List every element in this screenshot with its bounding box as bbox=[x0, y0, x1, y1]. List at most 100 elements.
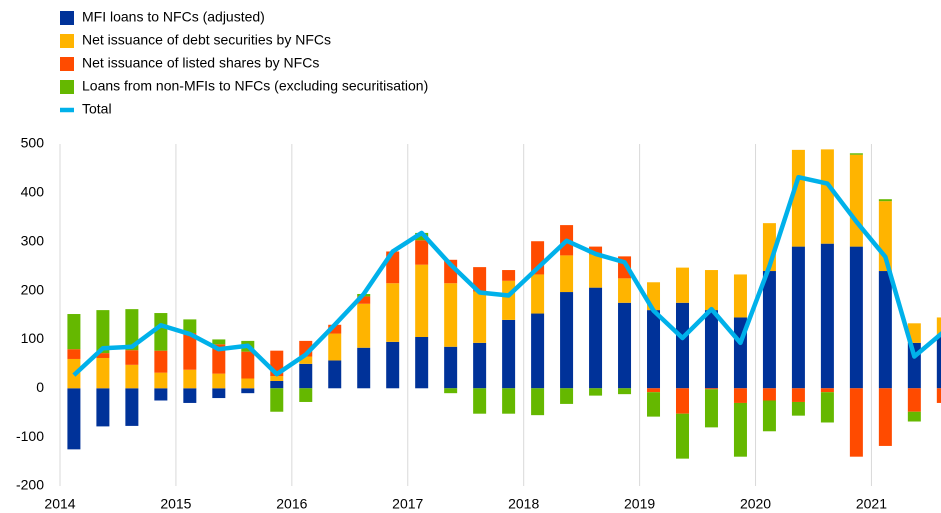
bar bbox=[67, 349, 81, 359]
plot-area bbox=[67, 149, 941, 459]
bar bbox=[328, 360, 342, 389]
bar bbox=[849, 153, 863, 155]
bar bbox=[415, 240, 429, 265]
bar bbox=[183, 369, 197, 389]
bar bbox=[415, 232, 429, 241]
x-tick-label: 2016 bbox=[276, 496, 307, 512]
bar bbox=[762, 388, 776, 401]
bar bbox=[878, 388, 892, 446]
bar bbox=[791, 149, 805, 247]
bar bbox=[241, 351, 255, 379]
legend-label: Total bbox=[82, 101, 112, 117]
bar bbox=[67, 388, 81, 450]
bar bbox=[589, 254, 603, 288]
bar bbox=[357, 296, 371, 304]
bar bbox=[415, 336, 429, 389]
bar bbox=[589, 246, 603, 255]
bar bbox=[444, 346, 458, 389]
bar bbox=[125, 364, 139, 389]
bar bbox=[241, 388, 255, 394]
x-tick-label: 2017 bbox=[392, 496, 423, 512]
bar bbox=[704, 270, 718, 311]
bar bbox=[96, 388, 110, 427]
bar bbox=[96, 357, 110, 389]
bar bbox=[125, 350, 139, 365]
bar bbox=[589, 388, 603, 396]
bar bbox=[473, 291, 487, 343]
bar bbox=[907, 388, 921, 412]
bar bbox=[96, 353, 110, 358]
bar bbox=[531, 274, 545, 314]
bar bbox=[675, 413, 689, 459]
bar bbox=[183, 388, 197, 403]
x-tick-label: 2019 bbox=[624, 496, 655, 512]
bar bbox=[270, 388, 284, 412]
bar bbox=[791, 401, 805, 416]
bar bbox=[936, 317, 941, 335]
bar bbox=[618, 302, 632, 389]
bar bbox=[531, 388, 545, 416]
bar bbox=[675, 267, 689, 303]
bar bbox=[183, 319, 197, 334]
bar bbox=[444, 388, 458, 394]
bar bbox=[878, 199, 892, 202]
bar bbox=[647, 392, 661, 417]
bar bbox=[154, 388, 168, 401]
bar bbox=[820, 149, 834, 244]
legend-swatch bbox=[60, 34, 74, 48]
bar bbox=[299, 363, 313, 389]
bar bbox=[791, 388, 805, 402]
bar bbox=[704, 310, 718, 389]
y-tick-label: 300 bbox=[21, 232, 45, 248]
bar bbox=[212, 344, 226, 374]
bar bbox=[791, 246, 805, 389]
bar bbox=[357, 303, 371, 348]
bar bbox=[386, 283, 400, 342]
line bbox=[72, 174, 941, 377]
bar bbox=[473, 267, 487, 292]
y-tick-label: 0 bbox=[36, 379, 44, 395]
bar bbox=[502, 319, 516, 389]
legend-swatch bbox=[60, 80, 74, 94]
bar bbox=[125, 309, 139, 351]
bar bbox=[154, 313, 168, 351]
bar bbox=[212, 388, 226, 399]
axes: -200 -100 0 100 200 300 400 500 2014 2015 2016 2017… bbox=[16, 135, 887, 512]
legend-label: Net issuance of listed shares by NFCs bbox=[82, 55, 319, 71]
bar bbox=[647, 310, 661, 389]
y-tick-label: -200 bbox=[16, 477, 44, 493]
bar bbox=[212, 373, 226, 389]
bar bbox=[936, 334, 941, 389]
bar bbox=[849, 388, 863, 457]
x-tick-label: 2021 bbox=[856, 496, 887, 512]
bar bbox=[502, 280, 516, 320]
bar bbox=[849, 154, 863, 247]
bar bbox=[299, 356, 313, 364]
bar bbox=[675, 388, 689, 414]
bar bbox=[820, 388, 834, 393]
x-tick-label: 2018 bbox=[508, 496, 539, 512]
bar bbox=[936, 388, 941, 403]
bar bbox=[618, 278, 632, 303]
bar bbox=[762, 271, 776, 389]
bar bbox=[878, 271, 892, 389]
bar bbox=[357, 347, 371, 389]
bar bbox=[733, 402, 747, 457]
bar bbox=[560, 255, 574, 293]
legend-label: MFI loans to NFCs (adjusted) bbox=[82, 9, 265, 25]
y-tick-label: 100 bbox=[21, 330, 45, 346]
bar bbox=[907, 411, 921, 422]
bar bbox=[704, 388, 718, 390]
bar bbox=[125, 388, 139, 426]
y-tick-label: 500 bbox=[21, 135, 45, 151]
x-tick-label: 2020 bbox=[740, 496, 771, 512]
bar bbox=[820, 392, 834, 423]
bar bbox=[473, 342, 487, 389]
bar bbox=[67, 314, 81, 350]
bar bbox=[241, 378, 255, 389]
bar bbox=[386, 341, 400, 389]
x-tick-label: 2015 bbox=[160, 496, 191, 512]
bar bbox=[560, 388, 574, 404]
bar bbox=[502, 270, 516, 281]
